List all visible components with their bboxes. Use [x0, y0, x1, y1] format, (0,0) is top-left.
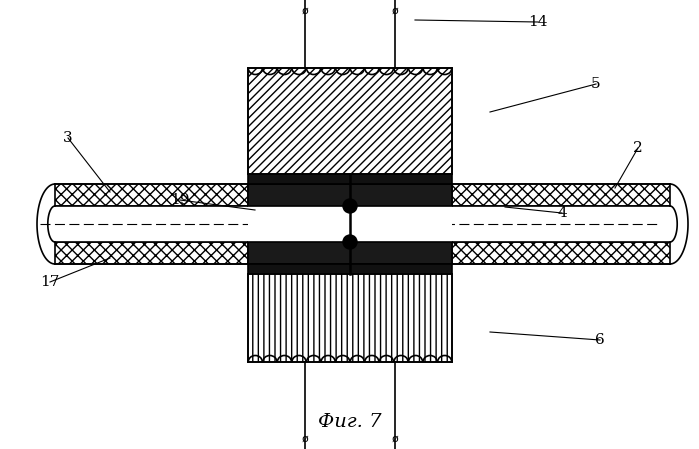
- Text: ø: ø: [302, 6, 308, 16]
- Text: 5: 5: [591, 77, 601, 91]
- Text: ø: ø: [391, 6, 398, 16]
- Circle shape: [343, 235, 357, 249]
- Bar: [55, 184, 248, 206]
- Text: 19: 19: [171, 193, 189, 207]
- Bar: [248, 264, 452, 274]
- Text: 17: 17: [41, 275, 59, 289]
- Text: 3: 3: [63, 131, 73, 145]
- Bar: [452, 206, 670, 242]
- Bar: [248, 206, 452, 242]
- Text: ø: ø: [391, 434, 398, 444]
- Text: 4: 4: [557, 206, 567, 220]
- Bar: [452, 184, 670, 206]
- Bar: [248, 68, 452, 174]
- Text: Фиг. 7: Фиг. 7: [318, 413, 382, 431]
- Text: ø: ø: [302, 434, 308, 444]
- Text: 2: 2: [633, 141, 643, 155]
- Bar: [248, 242, 452, 264]
- Bar: [55, 206, 248, 242]
- Bar: [248, 174, 452, 184]
- Circle shape: [343, 199, 357, 213]
- Bar: [248, 184, 452, 206]
- Bar: [248, 274, 452, 362]
- Text: 14: 14: [528, 15, 548, 29]
- Text: 6: 6: [595, 333, 605, 347]
- Bar: [55, 242, 248, 264]
- Bar: [452, 242, 670, 264]
